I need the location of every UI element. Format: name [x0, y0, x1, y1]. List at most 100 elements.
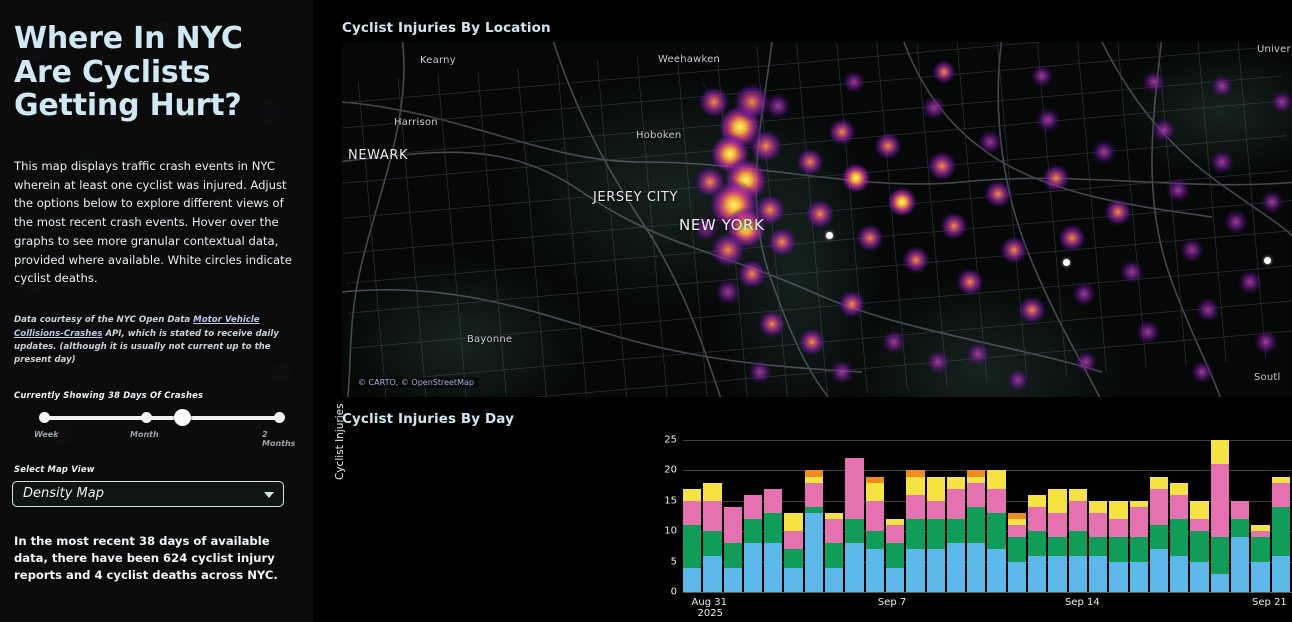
chart-bar-segment-manhattan[interactable] [764, 543, 783, 592]
chart-bar-segment-queens[interactable] [1190, 519, 1209, 532]
map-attribution[interactable]: © CARTO, © OpenStreetMap [354, 377, 478, 388]
table-row[interactable] [1028, 494, 1047, 592]
chart-bar-segment-bronx[interactable] [987, 470, 1006, 489]
chart-bar-segment-manhattan[interactable] [845, 543, 864, 592]
chart-bar-segment-brooklyn[interactable] [784, 549, 803, 568]
chart-bar-segment-queens[interactable] [1149, 488, 1169, 526]
cyclist-death-marker[interactable] [1063, 259, 1070, 266]
chart-bar-segment-queens[interactable] [865, 500, 884, 532]
chart-bar-segment-bronx[interactable] [683, 488, 702, 501]
table-row[interactable] [1271, 476, 1290, 592]
chart-bar-segment-brooklyn[interactable] [1028, 531, 1047, 556]
chart-bar-segment-queens[interactable] [1109, 519, 1128, 538]
chart-bar-segment-staten-island[interactable] [967, 470, 986, 477]
chart-bar-segment-manhattan[interactable] [967, 543, 986, 592]
chart-bar-segment-manhattan[interactable] [1231, 537, 1250, 592]
chart-bar-segment-bronx[interactable] [825, 512, 844, 520]
chart-bar-segment-manhattan[interactable] [743, 543, 763, 592]
chart-bar-segment-manhattan[interactable] [1028, 555, 1047, 592]
chart-bar-segment-brooklyn[interactable] [987, 512, 1006, 550]
table-row[interactable] [1190, 500, 1209, 592]
chart-bar-segment-manhattan[interactable] [683, 567, 702, 592]
chart-bar-segment-manhattan[interactable] [885, 567, 905, 592]
motor-vehicle-collisions-link[interactable]: Motor Vehicle Collisions-Crashes [14, 315, 260, 339]
table-row[interactable] [743, 494, 763, 592]
chart-bar-segment-queens[interactable] [926, 500, 945, 520]
chart-bar-segment-queens[interactable] [825, 519, 844, 544]
slider-thumb[interactable] [174, 409, 191, 426]
chart-bar-segment-brooklyn[interactable] [1190, 531, 1209, 562]
chart-bar-segment-brooklyn[interactable] [804, 506, 824, 513]
table-row[interactable] [764, 488, 783, 592]
chart-bar-segment-manhattan[interactable] [1149, 549, 1169, 592]
chart-bar-segment-manhattan[interactable] [723, 567, 742, 592]
chart-bar-segment-bronx[interactable] [1109, 500, 1128, 520]
chart-bar-segment-bronx[interactable] [1088, 500, 1108, 513]
chart-bar-segment-brooklyn[interactable] [926, 519, 945, 550]
chart-bar-segment-staten-island[interactable] [804, 470, 824, 477]
chart-bar-segment-queens[interactable] [987, 488, 1006, 513]
chart-bar-segment-bronx[interactable] [1251, 525, 1270, 532]
chart-bar-segment-staten-island[interactable] [1007, 512, 1027, 520]
chart-bar-segment-queens[interactable] [1251, 531, 1270, 538]
chart-bar-segment-manhattan[interactable] [987, 549, 1006, 592]
chart-bar-segment-manhattan[interactable] [1088, 555, 1108, 592]
chart-bar-segment-queens[interactable] [1088, 512, 1108, 538]
chart-bar-segment-queens[interactable] [1170, 494, 1189, 520]
table-row[interactable] [987, 470, 1006, 592]
chart-bar-segment-queens[interactable] [1231, 500, 1250, 520]
slider-track[interactable] [44, 415, 279, 420]
map-view-select[interactable]: Density Map [12, 480, 284, 507]
table-row[interactable] [946, 476, 966, 592]
table-row[interactable] [1170, 482, 1189, 592]
chart-bar-segment-brooklyn[interactable] [1129, 537, 1148, 562]
table-row[interactable] [703, 482, 722, 592]
chart-bar-segment-brooklyn[interactable] [1210, 537, 1230, 574]
chart-bar-segment-queens[interactable] [764, 488, 783, 513]
chart-bar-segment-brooklyn[interactable] [703, 531, 722, 556]
table-row[interactable] [885, 519, 905, 592]
chart-bar-segment-bronx[interactable] [1190, 500, 1209, 520]
chart-bar-segment-queens[interactable] [1271, 482, 1290, 507]
chart-bar-segment-queens[interactable] [683, 500, 702, 526]
table-row[interactable] [683, 488, 702, 592]
days-slider[interactable] [12, 409, 301, 428]
table-row[interactable] [865, 476, 884, 592]
chart-bar-segment-bronx[interactable] [967, 476, 986, 483]
chart-bar-segment-queens[interactable] [885, 525, 905, 544]
chart-bar-segment-manhattan[interactable] [1170, 555, 1189, 592]
chart-bar-segment-bronx[interactable] [865, 482, 884, 501]
chart-bar-segment-manhattan[interactable] [1271, 555, 1290, 592]
table-row[interactable] [1048, 488, 1067, 592]
chart-bar-segment-brooklyn[interactable] [723, 543, 742, 568]
chart-bar-segment-manhattan[interactable] [1068, 555, 1087, 592]
chart-bar-segment-queens[interactable] [1068, 500, 1087, 532]
cyclist-death-marker[interactable] [826, 232, 833, 239]
chart-bar-segment-bronx[interactable] [1028, 494, 1047, 507]
chart-bar-segment-queens[interactable] [804, 482, 824, 507]
chart-bar-segment-manhattan[interactable] [1048, 555, 1067, 592]
chart-bar-segment-queens[interactable] [967, 482, 986, 507]
chart-bar-segment-brooklyn[interactable] [845, 519, 864, 544]
chart-bar-segment-bronx[interactable] [1149, 476, 1169, 489]
table-row[interactable] [825, 512, 844, 592]
chart-bar-segment-manhattan[interactable] [926, 549, 945, 592]
chart-bar-segment-staten-island[interactable] [865, 476, 884, 483]
chart-bar-segment-bronx[interactable] [906, 476, 925, 495]
chart-bar-segment-brooklyn[interactable] [946, 519, 966, 544]
chart-bar-segment-queens[interactable] [1210, 464, 1230, 538]
chart-bar-segment-manhattan[interactable] [1251, 561, 1270, 592]
chart-bar-segment-bronx[interactable] [1210, 440, 1230, 465]
table-row[interactable] [1007, 512, 1027, 592]
chart-bars[interactable] [683, 440, 1292, 592]
table-row[interactable] [926, 476, 945, 592]
chart-bar-segment-queens[interactable] [906, 494, 925, 520]
chart-bar-segment-bronx[interactable] [1271, 476, 1290, 483]
chart-bar-segment-bronx[interactable] [1048, 488, 1067, 513]
chart-bar-segment-manhattan[interactable] [906, 549, 925, 592]
chart-bar-segment-brooklyn[interactable] [683, 525, 702, 568]
table-row[interactable] [1068, 488, 1087, 592]
table-row[interactable] [784, 512, 803, 592]
chart-bar-segment-brooklyn[interactable] [825, 543, 844, 568]
table-row[interactable] [845, 458, 864, 592]
